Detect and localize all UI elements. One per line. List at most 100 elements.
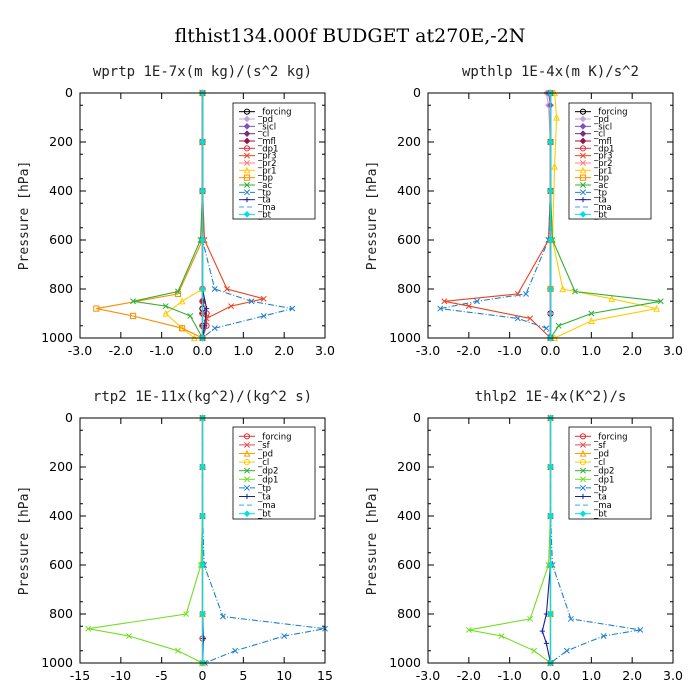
x-tick-label: -15 (70, 668, 90, 683)
data-point-dp1 (531, 647, 538, 654)
data-point-tp (474, 298, 480, 305)
legend-label: _ac (257, 181, 272, 191)
panel-3: rtp2 1E-11x(kg^2)/(kg^2 s) Pressure [hPa]… (17, 389, 333, 683)
legend-label: _sf (257, 441, 271, 451)
legend-label: _cl (257, 130, 269, 140)
y-tick-label: 0 (65, 85, 73, 100)
data-point-ta (200, 635, 206, 642)
legend-label: _tp (593, 188, 607, 198)
y-tick-label: 200 (49, 134, 73, 149)
x-tick-label: 2.0 (622, 343, 642, 358)
legend-marker (579, 123, 587, 130)
series-group (465, 414, 644, 667)
legend-label: _bt (593, 510, 608, 520)
series-line-tp (201, 93, 293, 339)
legend: _forcing_sf_pd_cl_dp2_dp1_tp_ta_ma_bt (232, 426, 316, 520)
y-tick-label: 800 (397, 606, 421, 621)
legend-box (232, 426, 316, 520)
legend-label: _cl (257, 458, 269, 468)
y-axis-label: Pressure [hPa] (17, 161, 32, 271)
legend: _forcing_pd_sicl_cl_mfl_dp1_pr3_pr2_pr1_… (232, 102, 316, 220)
data-point-bt (547, 512, 554, 520)
series-group (93, 89, 296, 342)
data-point-bt (547, 285, 554, 293)
x-tick-label: 2.0 (622, 668, 642, 683)
panel-title: wpthlp 1E-4x(m K)/s^2 (462, 64, 639, 80)
data-point-pr1 (178, 297, 186, 305)
legend-label: _bp (593, 174, 609, 184)
legend-label: _ta (257, 493, 271, 503)
data-point-bp (178, 325, 186, 332)
series-line-dp1 (88, 418, 204, 664)
x-tick-label: -10 (111, 668, 131, 683)
data-point-bp (93, 305, 100, 312)
y-axis-label: Pressure [hPa] (365, 486, 380, 596)
x-tick-label: 1.0 (233, 343, 253, 358)
data-point-ac (588, 310, 595, 317)
data-point-bt (199, 285, 206, 293)
legend-box (568, 426, 652, 520)
legend-marker (579, 174, 587, 181)
plot-frame (427, 92, 674, 339)
legend-marker (244, 441, 250, 448)
x-tick-label: -3.0 (416, 343, 440, 358)
x-tick-label: 15 (317, 668, 333, 683)
legend-marker (243, 433, 251, 440)
data-point-ac (187, 312, 194, 319)
legend-marker (579, 459, 587, 466)
data-point-dp1 (498, 633, 505, 640)
y-tick-label: 600 (49, 232, 73, 247)
data-point-tp (637, 626, 644, 633)
legend-label: _forcing (593, 432, 628, 442)
legend-marker (579, 449, 587, 457)
legend-box (232, 102, 316, 220)
data-point-pr3 (224, 286, 230, 292)
data-point-tp (289, 305, 296, 312)
legend-marker (244, 197, 250, 203)
series-line-pr3 (444, 93, 552, 339)
data-point-ac (162, 303, 169, 310)
data-point-dp1 (85, 625, 92, 632)
legend-label: _pd (257, 115, 273, 125)
legend-label: _cl (593, 458, 605, 468)
data-point-tp (211, 325, 218, 332)
legend-marker (243, 123, 251, 130)
legend-marker (243, 145, 251, 152)
legend-marker (580, 476, 586, 483)
legend-marker (579, 130, 587, 137)
y-tick-label: 600 (397, 232, 421, 247)
data-point-ac (572, 288, 578, 295)
legend-marker (243, 211, 251, 218)
legend-marker (579, 510, 587, 518)
data-point-tp (281, 633, 288, 640)
legend-marker (244, 189, 250, 196)
legend-label: _ma (593, 501, 612, 511)
legend: _forcing_pd_sicl_cl_mfl_dp1_pr3_pr2_pr1_… (568, 102, 652, 220)
figure-title: flthist134.000f BUDGET at270E,-2N (175, 25, 526, 47)
data-point-pr1 (608, 295, 616, 302)
legend-label: _ma (593, 203, 612, 213)
x-tick-label: 1.0 (581, 343, 601, 358)
series-group (437, 89, 664, 342)
panel-title: wprtp 1E-7x(m kg)/(s^2 kg) (93, 64, 312, 80)
data-point-bt (199, 463, 206, 471)
series-line-bp (96, 93, 204, 339)
series-line-pr1 (551, 92, 657, 339)
y-tick-label: 800 (397, 281, 421, 296)
y-tick-label: 1000 (41, 330, 73, 345)
x-tick-label: -5 (155, 668, 167, 683)
y-tick-label: 800 (49, 281, 73, 296)
data-point-ac (130, 298, 137, 305)
data-point-bt (547, 138, 554, 146)
y-tick-label: 1000 (389, 655, 421, 670)
x-tick-label: 0.0 (541, 343, 561, 358)
legend-label: _cl (593, 130, 605, 140)
legend-label: _pr2 (257, 159, 277, 169)
legend-marker (244, 182, 250, 188)
data-point-tp (260, 312, 267, 319)
data-point-tp (523, 290, 529, 297)
legend-label: _tp (257, 188, 271, 198)
data-point-bt (547, 463, 554, 471)
legend-label: _ta (593, 493, 607, 503)
y-tick-label: 0 (413, 410, 421, 425)
